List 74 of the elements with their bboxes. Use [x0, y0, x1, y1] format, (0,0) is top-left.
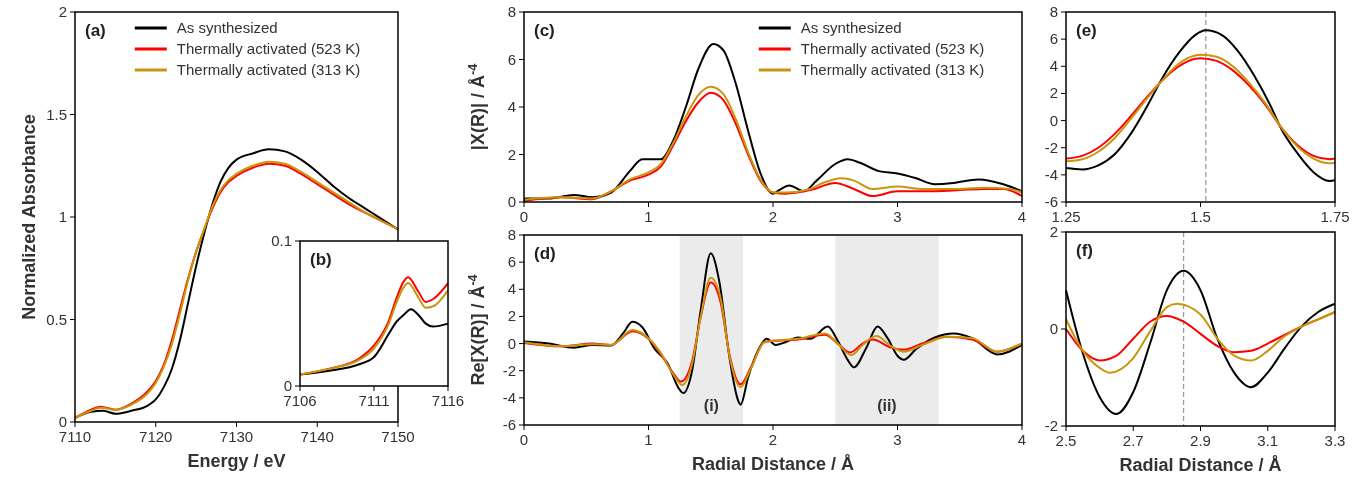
legend-label: As synthesized [800, 19, 902, 36]
x-tick-label: 7130 [219, 428, 254, 445]
legend-label: Thermally activated (523 K) [176, 40, 361, 57]
legend-label: Thermally activated (313 K) [176, 61, 361, 78]
legend-label: Thermally activated (523 K) [800, 40, 985, 57]
annotation: (c) [534, 21, 555, 40]
y-tick-label: 4 [1049, 57, 1058, 75]
x-tick-label: 7110 [58, 428, 92, 445]
y-tick-label: 2 [58, 3, 67, 20]
y-tick-label: 1.5 [46, 105, 67, 123]
x-tick-label: 0 [519, 431, 529, 448]
y-tick-label: 8 [507, 3, 516, 20]
x-tick-label: 7111 [358, 392, 390, 409]
y-tick-label: 2 [1049, 223, 1058, 240]
y-tick-label: 0.5 [46, 310, 67, 328]
annotation: (d) [534, 244, 556, 263]
y-tick-label: -2 [1044, 417, 1058, 434]
x-tick-label: 7150 [381, 428, 415, 445]
x-tick-label: 1.5 [1190, 208, 1211, 225]
x-tick-label: 1 [644, 431, 653, 448]
y-tick-label: 0.1 [271, 232, 292, 249]
x-axis-title: Energy / eV [187, 451, 286, 471]
x-tick-label: 2 [768, 208, 778, 225]
band-label: (ii) [877, 397, 897, 414]
x-tick-label: 4 [1017, 431, 1027, 448]
y-tick-label: -4 [502, 388, 516, 406]
x-tick-label: 2 [768, 431, 778, 448]
x-tick-label: 7140 [300, 428, 334, 445]
line-series [1065, 302, 1336, 374]
y-tick-label: 2 [507, 307, 516, 325]
y-tick-label: -6 [1044, 193, 1058, 210]
y-tick-label: 6 [507, 253, 516, 271]
y-axis-title: Normalized Absorbance [19, 114, 39, 320]
y-tick-label: 2 [507, 145, 516, 163]
x-tick-label: 3 [893, 208, 902, 225]
y-tick-label: -6 [502, 416, 516, 433]
legend-label: Thermally activated (313 K) [800, 61, 985, 78]
y-tick-label: 8 [507, 226, 516, 243]
y-tick-label: 6 [1049, 30, 1058, 48]
x-tick-label: 1.75 [1320, 208, 1350, 225]
x-tick-label: 3.1 [1257, 432, 1279, 449]
y-tick-label: 0 [507, 334, 516, 352]
annotation: (e) [1076, 21, 1097, 40]
annotation: (f) [1076, 241, 1093, 260]
x-tick-label: 7106 [283, 392, 317, 409]
x-tick-label: 7116 [431, 392, 465, 409]
x-tick-label: 2.9 [1190, 432, 1211, 449]
band-label: (i) [703, 397, 719, 414]
annotation: (a) [85, 21, 106, 40]
y-tick-label: 0 [58, 413, 67, 430]
y-tick-label: -4 [1044, 165, 1058, 183]
x-tick-label: 3 [893, 431, 902, 448]
annotation: (b) [310, 250, 332, 269]
y-tick-label: 4 [507, 98, 516, 115]
x-tick-label: 0 [519, 208, 529, 225]
x-tick-label: 2.5 [1055, 432, 1077, 449]
y-tick-label: 0 [1049, 111, 1058, 129]
x-axis-title: Radial Distance / Å [1119, 455, 1282, 475]
y-tick-label: -2 [502, 361, 516, 379]
y-tick-label: -2 [1044, 138, 1058, 156]
y-tick-label: 2 [1049, 84, 1058, 102]
x-tick-label: 1.25 [1051, 208, 1081, 225]
y-tick-label: 0 [507, 193, 516, 210]
x-tick-label: 1 [644, 208, 653, 225]
y-tick-label: 8 [1049, 3, 1058, 20]
x-tick-label: 4 [1017, 208, 1027, 225]
x-axis-title: Radial Distance / Å [691, 454, 855, 474]
legend-label: As synthesized [176, 19, 278, 36]
y-tick-label: 0 [1049, 320, 1058, 337]
y-tick-label: 6 [507, 50, 516, 68]
x-tick-label: 2.7 [1122, 432, 1144, 449]
y-tick-label: 4 [507, 280, 516, 298]
x-tick-label: 3.3 [1324, 432, 1346, 449]
x-tick-label: 7120 [139, 428, 173, 445]
